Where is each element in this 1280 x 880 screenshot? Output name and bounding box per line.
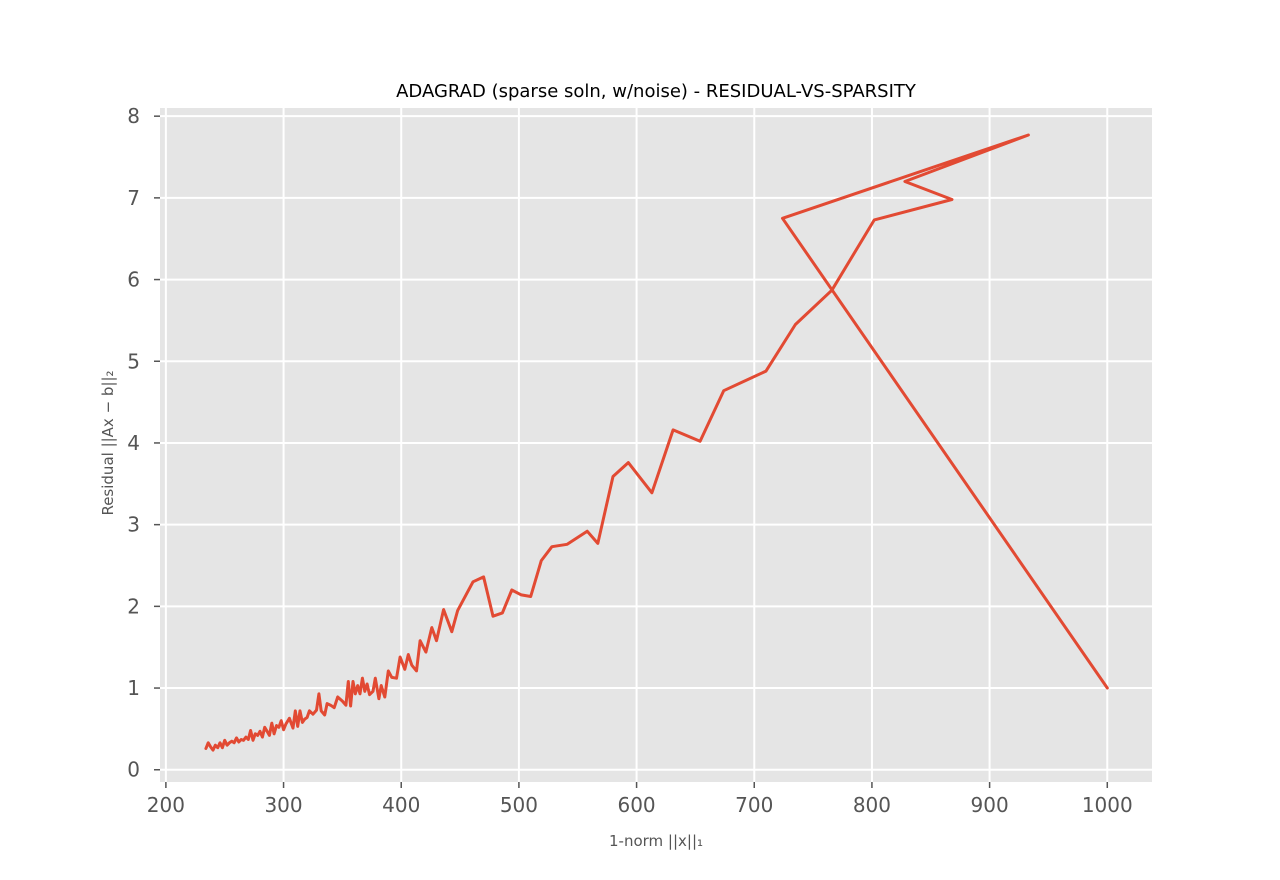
- y-axis-label: Residual ||Ax − b||₂: [99, 370, 117, 515]
- x-axis-label: 1-norm ||x||₁: [609, 832, 703, 850]
- grid-lines: [160, 108, 1152, 782]
- x-tick-label: 300: [264, 793, 302, 817]
- y-tick-label: 4: [127, 431, 140, 455]
- x-tick-label: 700: [735, 793, 773, 817]
- x-tick-label: 600: [617, 793, 655, 817]
- x-tick-label: 1000: [1082, 793, 1133, 817]
- series-group: [204, 133, 1109, 752]
- chart-title: ADAGRAD (sparse soln, w/noise) - RESIDUA…: [396, 81, 917, 102]
- y-tick-label: 5: [127, 349, 140, 373]
- series-line: [204, 133, 1109, 752]
- axis-ticks: 200 300 400 500 600 700 800 900 1000 0 1 2 3 4 5 6 7 8: [127, 104, 1132, 817]
- y-tick-label: 8: [127, 104, 140, 128]
- y-tick-label: 2: [127, 594, 140, 618]
- y-tick-label: 1: [127, 676, 140, 700]
- x-tick-label: 200: [147, 793, 185, 817]
- y-tick-label: 3: [127, 513, 140, 537]
- plot-area: [160, 108, 1152, 782]
- y-tick-label: 0: [127, 758, 140, 782]
- x-tick-label: 500: [500, 793, 538, 817]
- x-tick-label: 900: [971, 793, 1009, 817]
- x-tick-label: 800: [853, 793, 891, 817]
- x-tick-label: 400: [382, 793, 420, 817]
- y-tick-label: 6: [127, 268, 140, 292]
- y-tick-label: 7: [127, 186, 140, 210]
